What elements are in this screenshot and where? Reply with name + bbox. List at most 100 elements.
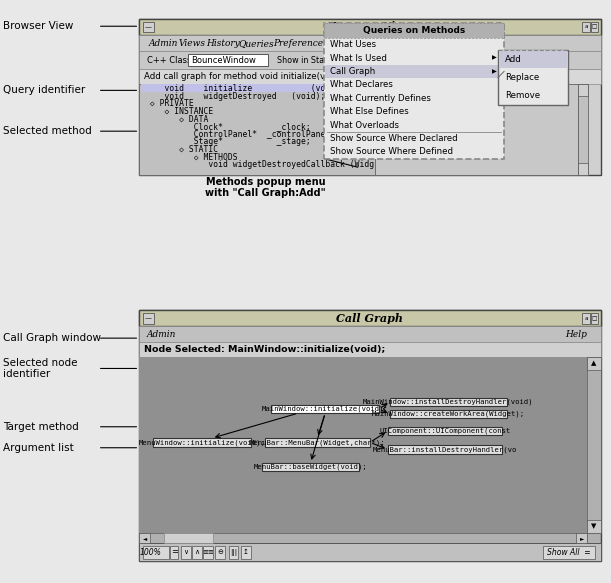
Bar xyxy=(399,57,406,64)
Text: void    widgetDestroyed   (void);: void widgetDestroyed (void); xyxy=(145,92,326,101)
Text: a: a xyxy=(584,24,588,29)
Text: ◄: ◄ xyxy=(143,536,147,540)
Text: History: History xyxy=(206,38,240,48)
Bar xyxy=(139,533,150,543)
Bar xyxy=(375,84,578,175)
Bar xyxy=(498,50,568,105)
Text: —: — xyxy=(145,315,152,321)
Text: Add call graph for method void initialize(void); ?: Add call graph for method void initializ… xyxy=(144,72,352,81)
Text: Show in Static Analyzer:: Show in Static Analyzer: xyxy=(277,55,374,65)
Bar xyxy=(143,22,154,32)
Text: UIComponent::UIComponent(const: UIComponent::UIComponent(const xyxy=(379,428,511,434)
Text: ◇ METHODS: ◇ METHODS xyxy=(145,152,238,161)
Bar xyxy=(139,69,601,84)
Text: ⊖: ⊖ xyxy=(217,549,223,555)
Text: ◇ BASE CLASSES: ◇ BASE CLASSES xyxy=(381,84,446,93)
Bar xyxy=(203,546,213,559)
Text: Queries: Queries xyxy=(238,38,274,48)
Text: Browser View: Browser View xyxy=(3,21,73,31)
Bar xyxy=(139,84,375,175)
Text: □: □ xyxy=(592,316,597,321)
Bar xyxy=(241,546,251,559)
Bar xyxy=(139,533,587,543)
Text: 100%: 100% xyxy=(139,547,161,557)
Text: Methods popup menu
with "Call Graph:Add": Methods popup menu with "Call Graph:Add" xyxy=(205,177,326,198)
Bar xyxy=(582,22,590,32)
Text: ◇ STATIC: ◇ STATIC xyxy=(145,145,219,154)
Bar xyxy=(578,163,588,175)
Text: ◇ INSTANCE: ◇ INSTANCE xyxy=(145,107,214,116)
Bar xyxy=(139,342,601,357)
Text: Show Source Where Declared: Show Source Where Declared xyxy=(330,134,458,143)
Text: void    initialize            (void);: void initialize (void); xyxy=(145,84,345,93)
Bar xyxy=(591,313,598,324)
Text: What Uses: What Uses xyxy=(330,40,376,49)
Bar xyxy=(229,546,238,559)
Bar xyxy=(141,85,374,92)
Text: Call Graph: Call Graph xyxy=(330,67,375,76)
Text: Help: Help xyxy=(565,329,587,339)
Bar xyxy=(181,546,191,559)
Bar xyxy=(324,23,504,38)
Text: =: = xyxy=(170,547,178,557)
Text: Admin: Admin xyxy=(147,329,176,339)
Text: Last Query: Last Query xyxy=(420,55,465,65)
Text: ≡≡: ≡≡ xyxy=(202,549,214,555)
Text: Preference: Preference xyxy=(273,38,323,48)
Text: ◇ PRIVATE: ◇ PRIVATE xyxy=(145,99,194,108)
Text: MenuBar::installDestroyHandler(vo: MenuBar::installDestroyHandler(vo xyxy=(373,446,517,452)
Text: Query identifier: Query identifier xyxy=(3,85,86,96)
Bar xyxy=(390,410,507,419)
Text: Selected method: Selected method xyxy=(3,126,92,136)
Text: MenuWindow::initialize(void);: MenuWindow::initialize(void); xyxy=(139,439,265,445)
Text: MenuBar::MenuBar(Widget,char*);: MenuBar::MenuBar(Widget,char*); xyxy=(249,439,385,445)
Bar xyxy=(591,22,598,32)
Bar xyxy=(587,357,601,370)
Text: BounceWindow: BounceWindow xyxy=(191,55,256,65)
Text: Admin: Admin xyxy=(148,38,178,48)
Bar xyxy=(188,54,268,66)
Bar xyxy=(139,357,587,533)
Bar xyxy=(139,326,601,342)
Text: □: □ xyxy=(592,24,597,29)
Text: Browser View: Browser View xyxy=(327,22,412,32)
Text: Replace: Replace xyxy=(505,73,540,82)
Bar xyxy=(578,84,588,96)
Text: Target method: Target method xyxy=(3,422,79,432)
Text: Remove: Remove xyxy=(505,92,540,100)
Bar xyxy=(139,19,601,35)
Text: ►: ► xyxy=(580,536,584,540)
Text: ∧: ∧ xyxy=(194,549,199,555)
Text: What Declares: What Declares xyxy=(330,80,393,89)
Text: ◇ DATA: ◇ DATA xyxy=(145,114,209,124)
Text: MainWindow::installDestroyHandler(void): MainWindow::installDestroyHandler(void) xyxy=(363,399,533,405)
Bar xyxy=(143,546,169,559)
Text: Call Graph window: Call Graph window xyxy=(3,333,101,343)
Text: MainWindow::initialize(void);: MainWindow::initialize(void); xyxy=(262,406,389,412)
Bar xyxy=(153,438,251,447)
Text: a: a xyxy=(584,316,588,321)
Bar xyxy=(325,65,503,78)
Text: ▶: ▶ xyxy=(492,55,497,61)
Text: void widgetDestroyedCallback (Widg: void widgetDestroyedCallback (Widg xyxy=(145,160,375,169)
Text: ▲: ▲ xyxy=(591,360,596,366)
Bar xyxy=(543,546,595,559)
Text: Stage*           _stage;: Stage* _stage; xyxy=(145,137,311,146)
Text: C++ Class: C++ Class xyxy=(147,55,191,65)
Bar xyxy=(576,533,587,543)
Text: ▶: ▶ xyxy=(492,69,497,74)
Bar xyxy=(143,313,154,324)
Text: What Is Used: What Is Used xyxy=(330,54,387,62)
Text: Argument list: Argument list xyxy=(3,442,74,453)
Text: ∨: ∨ xyxy=(183,549,188,555)
Text: ▼: ▼ xyxy=(591,524,596,529)
Bar xyxy=(139,51,601,69)
Text: No: No xyxy=(409,55,421,65)
Bar xyxy=(390,398,507,406)
Bar xyxy=(170,546,178,559)
Bar xyxy=(139,310,601,326)
Text: Show All  =: Show All = xyxy=(547,547,591,557)
Text: ↥: ↥ xyxy=(243,549,249,555)
Text: Views: Views xyxy=(178,38,205,48)
Text: Node Selected: MainWindow::initialize(void);: Node Selected: MainWindow::initialize(vo… xyxy=(144,345,386,354)
